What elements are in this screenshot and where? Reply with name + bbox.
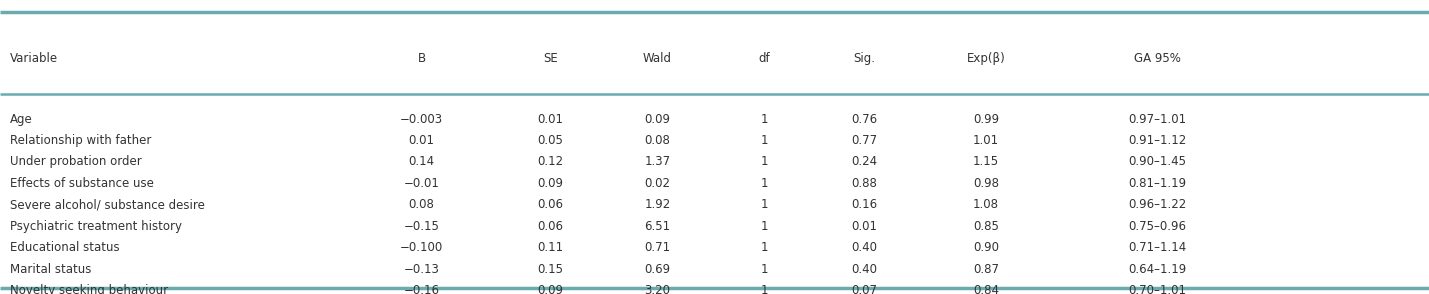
Text: −0.01: −0.01 <box>403 177 440 190</box>
Text: 1: 1 <box>760 134 769 147</box>
Text: 0.98: 0.98 <box>973 177 999 190</box>
Text: 0.11: 0.11 <box>537 241 563 254</box>
Text: Relationship with father: Relationship with father <box>10 134 151 147</box>
Text: −0.003: −0.003 <box>400 113 443 126</box>
Text: 1: 1 <box>760 220 769 233</box>
Text: Psychiatric treatment history: Psychiatric treatment history <box>10 220 181 233</box>
Text: 0.09: 0.09 <box>537 284 563 294</box>
Text: 0.91–1.12: 0.91–1.12 <box>1129 134 1186 147</box>
Text: 0.08: 0.08 <box>409 198 434 211</box>
Text: 0.07: 0.07 <box>852 284 877 294</box>
Text: Educational status: Educational status <box>10 241 120 254</box>
Text: 0.84: 0.84 <box>973 284 999 294</box>
Text: 1: 1 <box>760 177 769 190</box>
Text: 1.37: 1.37 <box>644 156 670 168</box>
Text: 1.92: 1.92 <box>644 198 670 211</box>
Text: 0.09: 0.09 <box>644 113 670 126</box>
Text: 0.40: 0.40 <box>852 263 877 276</box>
Text: 0.96–1.22: 0.96–1.22 <box>1129 198 1186 211</box>
Text: 0.71: 0.71 <box>644 241 670 254</box>
Text: 1: 1 <box>760 241 769 254</box>
Text: Marital status: Marital status <box>10 263 91 276</box>
Text: −0.15: −0.15 <box>403 220 440 233</box>
Text: 6.51: 6.51 <box>644 220 670 233</box>
Text: 0.75–0.96: 0.75–0.96 <box>1129 220 1186 233</box>
Text: −0.100: −0.100 <box>400 241 443 254</box>
Text: 0.85: 0.85 <box>973 220 999 233</box>
Text: 0.09: 0.09 <box>537 177 563 190</box>
Text: 0.76: 0.76 <box>852 113 877 126</box>
Text: 0.06: 0.06 <box>537 220 563 233</box>
Text: 0.24: 0.24 <box>852 156 877 168</box>
Text: 0.64–1.19: 0.64–1.19 <box>1129 263 1186 276</box>
Text: Wald: Wald <box>643 52 672 65</box>
Text: 0.14: 0.14 <box>409 156 434 168</box>
Text: 1: 1 <box>760 284 769 294</box>
Text: 1.01: 1.01 <box>973 134 999 147</box>
Text: 0.40: 0.40 <box>852 241 877 254</box>
Text: Effects of substance use: Effects of substance use <box>10 177 154 190</box>
Text: 0.01: 0.01 <box>537 113 563 126</box>
Text: 0.81–1.19: 0.81–1.19 <box>1129 177 1186 190</box>
Text: 0.12: 0.12 <box>537 156 563 168</box>
Text: 0.90–1.45: 0.90–1.45 <box>1129 156 1186 168</box>
Text: 1: 1 <box>760 263 769 276</box>
Text: Exp(β): Exp(β) <box>966 52 1006 65</box>
Text: 1: 1 <box>760 198 769 211</box>
Text: Under probation order: Under probation order <box>10 156 141 168</box>
Text: 0.88: 0.88 <box>852 177 877 190</box>
Text: 0.97–1.01: 0.97–1.01 <box>1129 113 1186 126</box>
Text: 0.71–1.14: 0.71–1.14 <box>1129 241 1186 254</box>
Text: 0.06: 0.06 <box>537 198 563 211</box>
Text: 0.02: 0.02 <box>644 177 670 190</box>
Text: 0.01: 0.01 <box>409 134 434 147</box>
Text: GA 95%: GA 95% <box>1135 52 1180 65</box>
Text: B: B <box>417 52 426 65</box>
Text: 0.70–1.01: 0.70–1.01 <box>1129 284 1186 294</box>
Text: 0.99: 0.99 <box>973 113 999 126</box>
Text: −0.16: −0.16 <box>403 284 440 294</box>
Text: 0.90: 0.90 <box>973 241 999 254</box>
Text: 0.15: 0.15 <box>537 263 563 276</box>
Text: 0.16: 0.16 <box>852 198 877 211</box>
Text: 1: 1 <box>760 156 769 168</box>
Text: 0.69: 0.69 <box>644 263 670 276</box>
Text: 0.08: 0.08 <box>644 134 670 147</box>
Text: Sig.: Sig. <box>853 52 876 65</box>
Text: 0.01: 0.01 <box>852 220 877 233</box>
Text: Age: Age <box>10 113 33 126</box>
Text: Variable: Variable <box>10 52 59 65</box>
Text: 0.05: 0.05 <box>537 134 563 147</box>
Text: 0.87: 0.87 <box>973 263 999 276</box>
Text: SE: SE <box>543 52 557 65</box>
Text: Severe alcohol/ substance desire: Severe alcohol/ substance desire <box>10 198 204 211</box>
Text: 1.15: 1.15 <box>973 156 999 168</box>
Text: 1: 1 <box>760 113 769 126</box>
Text: 0.77: 0.77 <box>852 134 877 147</box>
Text: 1.08: 1.08 <box>973 198 999 211</box>
Text: Novelty seeking behaviour: Novelty seeking behaviour <box>10 284 169 294</box>
Text: 3.20: 3.20 <box>644 284 670 294</box>
Text: df: df <box>759 52 770 65</box>
Text: −0.13: −0.13 <box>403 263 440 276</box>
